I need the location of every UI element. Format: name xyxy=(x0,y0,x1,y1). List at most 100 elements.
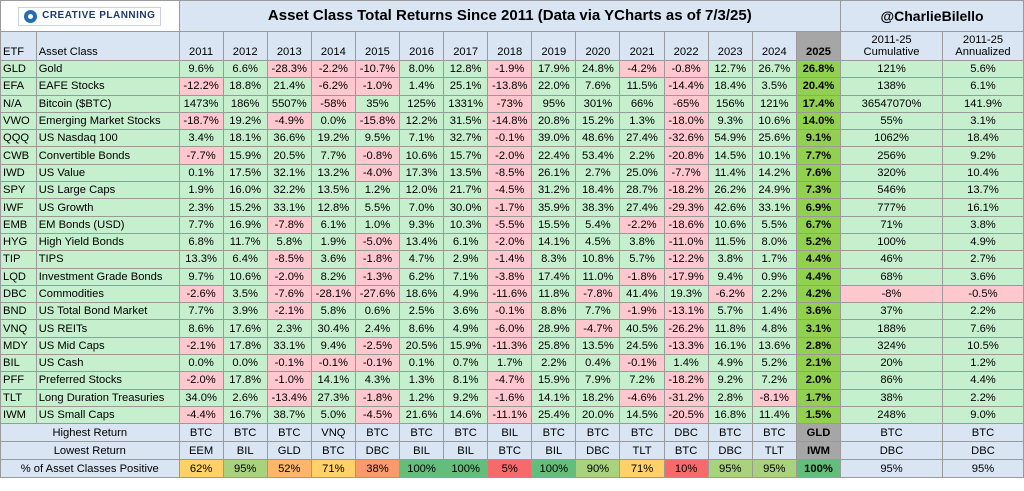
return-cell: 1.3% xyxy=(398,371,445,390)
return-cell: 27.4% xyxy=(619,198,665,217)
return-cell: 13.5% xyxy=(310,181,356,200)
return-cell: -0.8% xyxy=(663,59,709,79)
col-header-year: 2013 xyxy=(266,31,312,61)
table-row: IWD US Value 0.1% 17.5% 32.1% 13.2% -4.0% 17.3%… xyxy=(0,163,1024,183)
return-cell: 3.1% xyxy=(795,319,842,338)
cumulative-cell: 188% xyxy=(840,319,943,338)
percent-positive-cell: 71% xyxy=(310,459,356,479)
return-cell: 2.8% xyxy=(707,388,753,407)
return-cell: 33.1% xyxy=(751,198,797,217)
col-header-year: 2023 xyxy=(707,31,753,61)
return-cell: 2.0% xyxy=(795,371,842,390)
return-cell: 8.6% xyxy=(398,319,445,338)
row-asset-class: US Growth xyxy=(35,198,180,217)
col-header-asset-class: Asset Class xyxy=(35,31,180,61)
percent-positive-cell: 38% xyxy=(354,459,401,479)
col-header-cumulative: 2011-25 Cumulative xyxy=(840,31,943,61)
return-cell: -13.3% xyxy=(663,336,709,356)
highest-return-cell: BTC xyxy=(707,423,753,443)
row-etf: TLT xyxy=(0,388,37,407)
return-cell: 26.7% xyxy=(751,59,797,79)
return-cell: 186% xyxy=(222,94,268,113)
lowest-return-row-label: Lowest Return xyxy=(0,441,180,461)
row-etf: N/A xyxy=(0,94,37,113)
percent-positive-cell: 95% xyxy=(707,459,753,479)
return-cell: 12.8% xyxy=(310,198,356,217)
return-cell: 2.6% xyxy=(222,388,268,407)
return-cell: -2.0% xyxy=(487,232,533,252)
row-etf: SPY xyxy=(0,181,37,200)
return-cell: -26.2% xyxy=(663,319,709,338)
return-cell: 20.8% xyxy=(531,111,577,131)
return-cell: 15.5% xyxy=(531,215,577,234)
annualized-cell: 2.2% xyxy=(941,302,1024,321)
return-cell: 15.9% xyxy=(222,146,268,165)
table-body: GLD Gold 9.6% 6.6% -28.3% -2.2% -10.7% 8.0% 12.8… xyxy=(0,59,1024,479)
return-cell: -0.1% xyxy=(354,354,401,373)
return-cell: 22.0% xyxy=(531,77,577,96)
return-cell: 27.4% xyxy=(619,129,665,148)
highest-return-cell: DBC xyxy=(663,423,709,443)
return-cell: 21.6% xyxy=(398,405,445,425)
return-cell: -31.2% xyxy=(663,388,709,407)
row-asset-class: Convertible Bonds xyxy=(35,146,180,165)
annualized-cell: 9.2% xyxy=(941,146,1024,165)
return-cell: 17.4% xyxy=(531,267,577,286)
cumulative-cell: 86% xyxy=(840,371,943,390)
return-cell: 125% xyxy=(398,94,445,113)
return-cell: -2.0% xyxy=(178,371,224,390)
return-cell: -7.7% xyxy=(663,163,709,183)
return-cell: 1.2% xyxy=(398,388,445,407)
annualized-cell: 16.1% xyxy=(941,198,1024,217)
return-cell: 31.2% xyxy=(531,181,577,200)
return-cell: -20.8% xyxy=(663,146,709,165)
col-header-year: 2020 xyxy=(575,31,621,61)
annualized-cell: -0.5% xyxy=(941,284,1024,304)
return-cell: -4.7% xyxy=(487,371,533,390)
table-row: DBC Commodities -2.6% 3.5% -7.6% -28.1% -27.6%… xyxy=(0,284,1024,304)
return-cell: 14.1% xyxy=(531,232,577,252)
row-asset-class: US Cash xyxy=(35,354,180,373)
header-row: ETF Asset Class 2011 2012 2013 2014 2015 2016… xyxy=(0,31,1024,61)
percent-positive-row-label: % of Asset Classes Positive xyxy=(0,459,180,479)
cumulative-cell: 1062% xyxy=(840,129,943,148)
row-etf: VNQ xyxy=(0,319,37,338)
row-etf: EFA xyxy=(0,77,37,96)
return-cell: -1.7% xyxy=(487,198,533,217)
annualized-cell: 9.0% xyxy=(941,405,1024,425)
return-cell: 33.1% xyxy=(266,336,312,356)
lowest-return-cell: DBC xyxy=(840,441,943,461)
return-cell: 18.2% xyxy=(575,388,621,407)
return-cell: 8.6% xyxy=(178,319,224,338)
return-cell: 11.5% xyxy=(707,232,753,252)
return-cell: -8.5% xyxy=(487,163,533,183)
annualized-cell: 4.9% xyxy=(941,232,1024,252)
return-cell: 16.7% xyxy=(222,405,268,425)
return-cell: 22.4% xyxy=(531,146,577,165)
lowest-return-cell: BIL xyxy=(222,441,268,461)
return-cell: 10.6% xyxy=(222,267,268,286)
return-cell: 5.7% xyxy=(619,250,665,269)
col-header-year: 2016 xyxy=(398,31,445,61)
percent-positive-cell: 10% xyxy=(663,459,709,479)
annualized-cell: 141.9% xyxy=(941,94,1024,113)
return-cell: 9.4% xyxy=(707,267,753,286)
return-cell: -18.2% xyxy=(663,371,709,390)
return-cell: -0.8% xyxy=(354,146,401,165)
return-cell: 3.6% xyxy=(310,250,356,269)
return-cell: 66% xyxy=(619,94,665,113)
highest-return-cell: BIL xyxy=(487,423,533,443)
return-cell: 13.5% xyxy=(443,163,489,183)
annualized-cell: 4.4% xyxy=(941,371,1024,390)
return-cell: 16.1% xyxy=(707,336,753,356)
return-cell: 4.7% xyxy=(398,250,445,269)
return-cell: 121% xyxy=(751,94,797,113)
return-cell: -11.0% xyxy=(663,232,709,252)
return-cell: -58% xyxy=(310,94,356,113)
cumulative-cell: 38% xyxy=(840,388,943,407)
return-cell: 5.7% xyxy=(707,302,753,321)
return-cell: 17.9% xyxy=(531,59,577,79)
return-cell: 11.0% xyxy=(575,267,621,286)
return-cell: -8.5% xyxy=(266,250,312,269)
return-cell: 1.2% xyxy=(354,181,401,200)
